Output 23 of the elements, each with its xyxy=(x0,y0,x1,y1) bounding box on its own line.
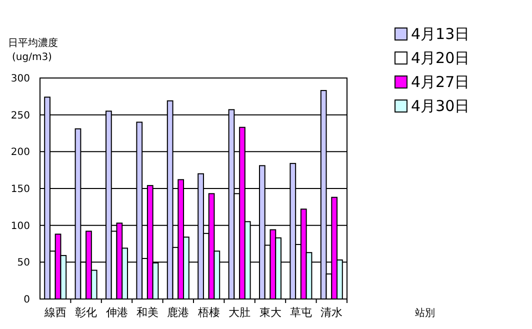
y-tick-label: 0 xyxy=(24,294,30,306)
x-tick-label: 梧棲 xyxy=(196,306,220,319)
y-tick-label: 300 xyxy=(10,74,30,84)
x-tick-label: 鹿港 xyxy=(167,306,190,319)
y-tick-label: 200 xyxy=(10,147,30,158)
legend-label: 4月13日 xyxy=(411,25,470,43)
text: 站別 xyxy=(415,307,435,319)
legend-label: 4月30日 xyxy=(411,97,470,115)
y-tick-label: 50 xyxy=(17,258,30,269)
x-tick-label: 東大 xyxy=(259,306,282,319)
x-tick-label: 清水 xyxy=(320,306,343,319)
y-axis-title: 日平均濃度 (ug/m3) xyxy=(8,37,58,63)
legend-label: 4月27日 xyxy=(411,73,470,91)
x-tick-label: 和美 xyxy=(136,306,158,319)
y-tick-label: 250 xyxy=(10,110,30,122)
y-tick-label: 100 xyxy=(10,220,30,232)
y-tick-label: 150 xyxy=(10,184,30,195)
x-tick-label: 草屯 xyxy=(290,306,312,319)
legend-label: 4月20日 xyxy=(411,49,470,67)
x-tick-label: 大肚 xyxy=(228,306,251,319)
x-tick-label: 伸港 xyxy=(106,306,128,319)
x-tick-label: 線西 xyxy=(43,306,66,319)
x-tick-label: 彰化 xyxy=(75,306,98,319)
